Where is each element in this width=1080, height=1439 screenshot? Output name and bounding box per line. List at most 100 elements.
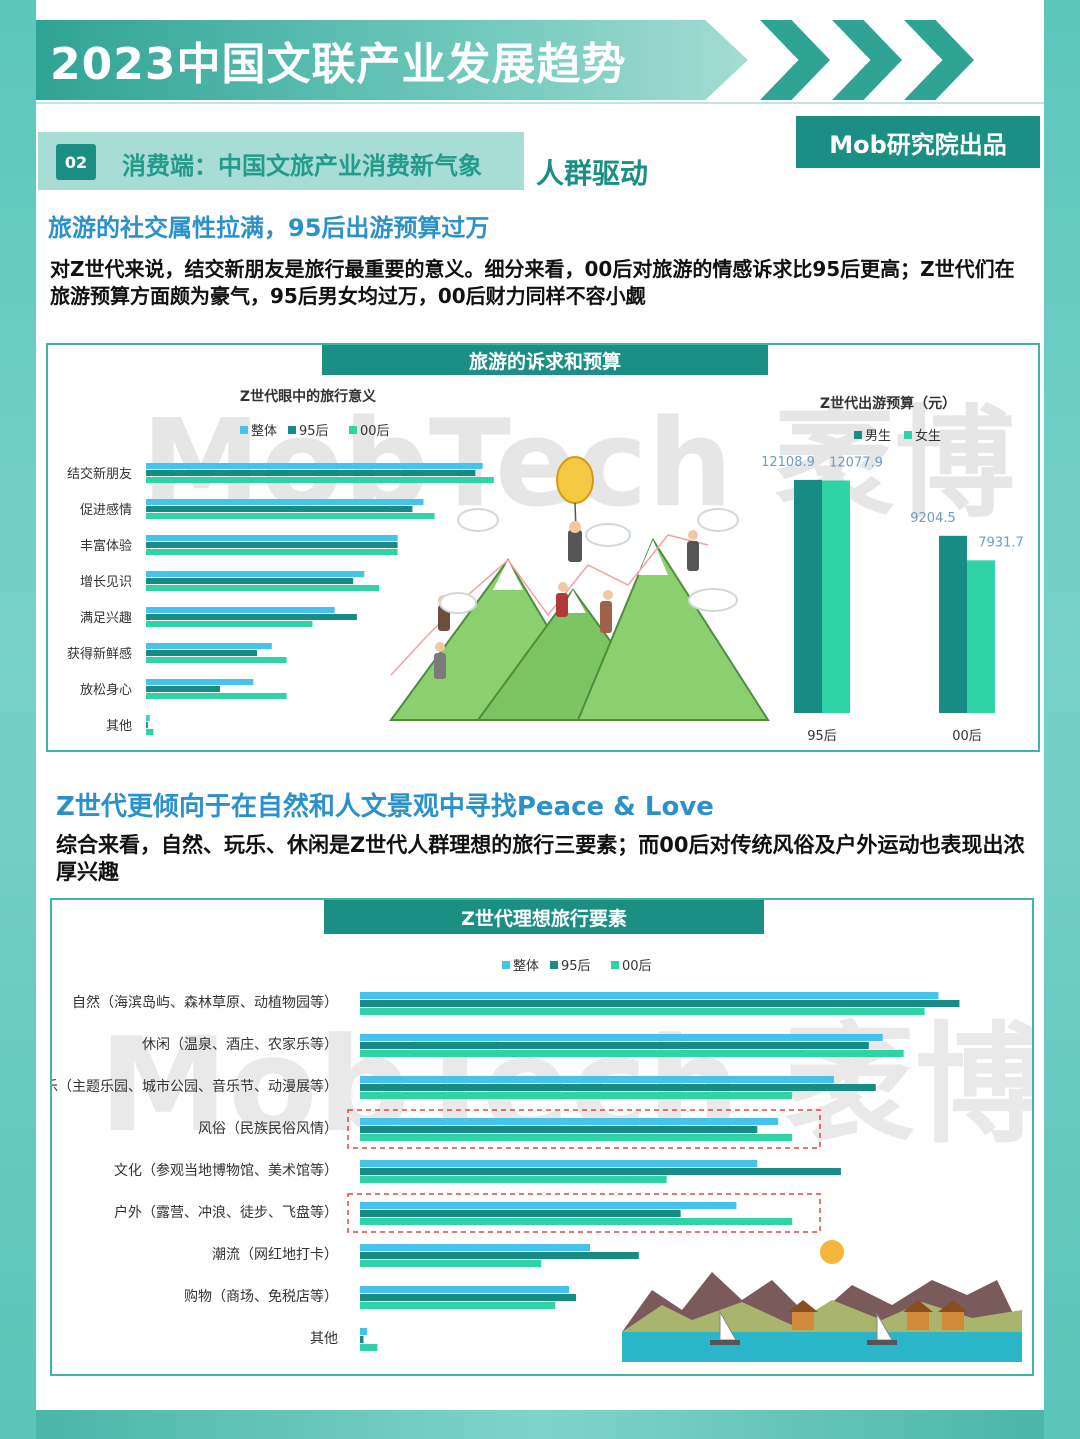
category-label: 满足兴趣 — [80, 611, 132, 626]
title-banner — [36, 20, 748, 100]
bar — [146, 686, 220, 692]
data-label: 12108.9 — [761, 455, 815, 470]
bar — [360, 1260, 542, 1267]
bar — [360, 992, 939, 999]
category-label: 其他 — [106, 719, 132, 734]
category-label: 促进感情 — [80, 502, 132, 518]
category-label: 放松身心 — [80, 682, 132, 698]
bar — [146, 607, 335, 613]
travel-budget-chart: Z世代出游预算（元） 男生 女生 12108.9 12077.9 95后 9204.5 793… — [761, 395, 1024, 744]
category-label: 增长见识 — [80, 575, 132, 590]
category-label: 结交新朋友 — [67, 466, 132, 482]
bar — [360, 1176, 667, 1183]
bar — [360, 1034, 883, 1041]
category-label: 其他 — [310, 1331, 338, 1347]
bar — [146, 578, 354, 584]
bar — [146, 693, 287, 699]
bar — [360, 1134, 793, 1141]
bar — [146, 715, 150, 721]
section-number: 02 — [56, 144, 96, 180]
bar — [146, 513, 435, 519]
category-label: 00后 — [952, 729, 982, 744]
coast-illustration — [622, 1240, 1022, 1362]
bar — [360, 1076, 834, 1083]
category-label: 丰富体验 — [80, 538, 132, 554]
chart-panel-1: MobTech 袤博 — [46, 343, 1040, 752]
bar — [146, 729, 154, 735]
legend-label: 00后 — [622, 959, 652, 974]
legend-swatch — [502, 961, 510, 969]
bar — [967, 560, 995, 713]
legend-swatch — [904, 431, 912, 439]
bar — [146, 506, 413, 512]
bar — [146, 679, 254, 685]
category-label: 文化（参观当地博物馆、美术馆等） — [114, 1162, 338, 1179]
bar — [146, 614, 357, 620]
bar — [360, 1160, 758, 1167]
data-label: 12077.9 — [829, 456, 883, 471]
bar — [146, 585, 380, 591]
bar — [146, 463, 483, 469]
legend-label: 95后 — [561, 959, 591, 974]
bar — [360, 1210, 681, 1217]
block1-heading: 旅游的社交属性拉满，95后出游预算过万 — [48, 214, 490, 242]
bar — [146, 722, 148, 728]
bar — [146, 621, 313, 627]
chart-area-2: MobTech 袤博 Z世代理想旅行要素整体95后00后自然（海滨岛屿、森林草原… — [30, 787, 1045, 1362]
legend-swatch — [349, 426, 357, 434]
bar — [360, 1328, 367, 1335]
legend-label: 整体 — [251, 424, 277, 439]
bar — [146, 571, 365, 577]
block2-body: 综合来看，自然、玩乐、休闲是Z世代人群理想的旅行三要素；而00后对传统风俗及户外… — [56, 833, 1025, 884]
brand-badge: Mob研究院出品 — [796, 116, 1040, 168]
chart-panel-2: MobTech 袤博 Z世代理想旅行要素整体95后00后自然（海滨岛屿、森林草原… — [30, 787, 1045, 1376]
legend-label: 95后 — [299, 424, 329, 439]
legend-swatch — [288, 426, 296, 434]
bar — [146, 650, 257, 656]
bar — [360, 1336, 364, 1343]
bar — [360, 1126, 758, 1133]
section-tag: 人群驱动 — [536, 157, 649, 190]
bar — [146, 477, 494, 483]
bar — [360, 1084, 876, 1091]
category-label: 玩乐（主题乐园、城市公园、音乐节、动漫展等） — [52, 1078, 338, 1095]
category-label: 95后 — [807, 729, 837, 744]
bar — [939, 535, 967, 713]
bar — [794, 479, 822, 713]
bar — [146, 535, 398, 541]
legend-swatch — [611, 961, 619, 969]
bar — [360, 1218, 793, 1225]
legend-label: 男生 — [865, 429, 891, 444]
legend-swatch — [240, 426, 248, 434]
chart-title: Z世代眼中的旅行意义 — [240, 388, 376, 405]
data-label: 7931.7 — [978, 535, 1024, 550]
legend-swatch — [854, 431, 862, 439]
bar — [360, 1244, 591, 1251]
mountain-illustration — [389, 456, 770, 721]
bar — [360, 1092, 793, 1099]
bar — [146, 542, 398, 548]
bar — [360, 1286, 570, 1293]
page-title: 2023中国文联产业发展趋势 — [50, 39, 627, 90]
block1-body: 对Z世代来说，结交新朋友是旅行最重要的意义。细分来看，00后对旅游的情感诉求比9… — [50, 257, 1015, 308]
highlight-box — [347, 1193, 821, 1233]
bar — [146, 499, 424, 505]
category-label: 潮流（网红地打卡） — [212, 1246, 338, 1263]
footer-bar — [36, 1410, 1044, 1439]
category-label: 获得新鲜感 — [67, 646, 132, 662]
bar — [360, 1008, 925, 1015]
data-label: 9204.5 — [910, 511, 956, 526]
bar — [360, 1168, 841, 1175]
bar — [360, 1042, 869, 1049]
section-header — [38, 132, 524, 190]
bar — [360, 1118, 779, 1125]
category-label: 休闲（温泉、酒庄、农家乐等） — [142, 1036, 338, 1053]
category-label: 户外（露营、冲浪、徒步、飞盘等） — [114, 1204, 338, 1221]
bar — [360, 1000, 960, 1007]
legend-label: 女生 — [915, 428, 941, 444]
bar — [360, 1344, 378, 1351]
bar — [360, 1202, 737, 1209]
panel1-title: 旅游的诉求和预算 — [322, 345, 768, 375]
